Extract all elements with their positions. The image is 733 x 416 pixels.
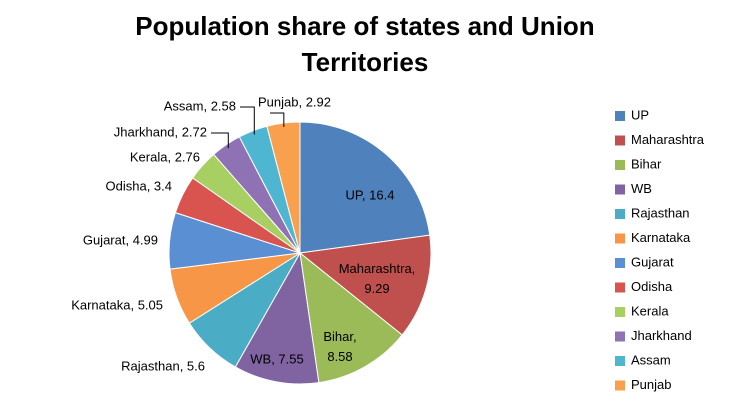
legend-swatch (615, 380, 625, 391)
legend-label: Assam (631, 352, 671, 367)
data-label: Odisha, 3.4 (106, 178, 173, 193)
leader-line (211, 132, 229, 149)
pie-slice (266, 121, 301, 254)
data-label: Maharashtra, 9.29 (339, 261, 416, 296)
pie-slice (234, 251, 320, 385)
legend-swatch (615, 135, 625, 146)
data-label-line: 8.58 (327, 349, 352, 364)
legend-label: UP (631, 107, 649, 122)
legend-label: Maharashtra (631, 132, 705, 147)
legend-swatch (615, 331, 625, 342)
data-label: Bihar, 8.58 (323, 329, 356, 364)
legend-label: Kerala (631, 303, 669, 318)
data-label: Rajasthan, 5.6 (121, 358, 205, 373)
data-label: Gujarat, 4.99 (83, 232, 158, 247)
legend-label: Bihar (631, 156, 662, 171)
legend-swatch (615, 111, 625, 121)
legend-swatch (615, 160, 625, 170)
legend-swatch (615, 282, 625, 293)
data-label: Assam, 2.58 (164, 98, 236, 113)
legend-label: WB (631, 181, 652, 196)
legend-swatch (615, 209, 625, 219)
data-label: Punjab, 2.92 (258, 94, 331, 109)
legend-swatch (615, 233, 625, 244)
legend-label: Odisha (631, 279, 673, 294)
data-label: UP, 16.4 (346, 187, 395, 202)
data-label-line: Bihar, (323, 329, 356, 344)
leader-line (240, 106, 255, 135)
legend-label: Rajasthan (631, 205, 690, 220)
legend-swatch (615, 258, 625, 268)
legend-label: Jharkhand (631, 328, 692, 343)
data-label: Kerala, 2.76 (130, 149, 200, 164)
legend-swatch (615, 356, 625, 366)
legend-swatch (615, 307, 625, 317)
pie-slice (299, 251, 403, 384)
data-label-line: 9.29 (364, 281, 389, 296)
data-label: WB, 7.55 (250, 351, 303, 366)
data-label-line: Maharashtra, (339, 261, 416, 276)
legend-label: Punjab (631, 377, 671, 392)
pie-slice (298, 234, 432, 336)
legend-swatch (615, 184, 625, 195)
chart-title: Population share of states and Union Ter… (135, 11, 595, 77)
pie-slice (299, 121, 431, 254)
legend-label: Gujarat (631, 254, 674, 269)
leader-line (270, 112, 285, 128)
data-label: Karnataka, 5.05 (71, 297, 163, 312)
data-label: Jharkhand, 2.72 (114, 124, 207, 139)
legend-label: Karnataka (631, 230, 691, 245)
